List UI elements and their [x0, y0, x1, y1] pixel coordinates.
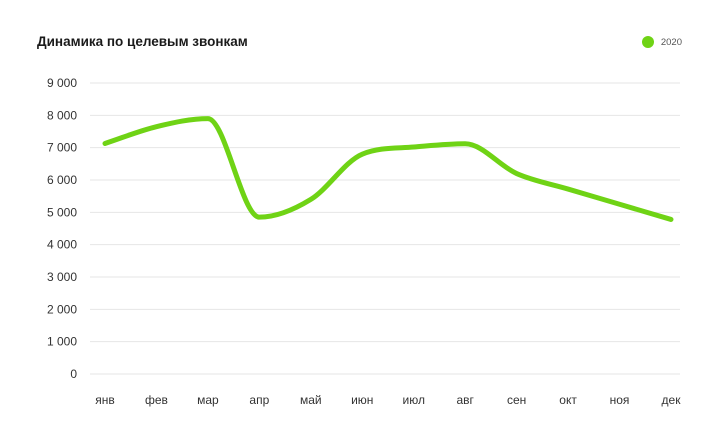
x-tick-label: июн [351, 393, 373, 407]
x-tick-label: авг [456, 393, 474, 407]
x-axis: янв фев мар апр май июн июл авг сен окт ноя дек [95, 393, 681, 407]
x-tick-label: янв [95, 393, 115, 407]
series-line-2020 [102, 116, 674, 222]
y-tick-label: 8 000 [47, 108, 77, 122]
legend-label: 2020 [660, 36, 682, 48]
legend-swatch [641, 36, 654, 48]
x-tick-label: май [300, 393, 322, 407]
y-tick-label: 2 000 [47, 302, 77, 316]
y-tick-label: 1 000 [47, 335, 77, 349]
grid [90, 82, 680, 375]
y-tick-label: 9 000 [47, 76, 77, 90]
y-tick-label: 3 000 [47, 270, 77, 284]
y-axis: 0 1 000 2 000 3 000 4 000 5 000 6 000 7 000 8 00… [47, 76, 77, 381]
series-group [102, 116, 674, 222]
legend: 2020 [641, 36, 682, 48]
x-tick-label: фев [145, 393, 168, 407]
x-tick-label: июл [403, 393, 425, 407]
x-tick-label: апр [249, 393, 269, 407]
x-tick-label: дек [662, 393, 682, 407]
y-tick-label: 6 000 [47, 173, 77, 187]
y-tick-label: 4 000 [47, 238, 77, 252]
chart-title: Динамика по целевым звонкам [37, 34, 248, 49]
x-tick-label: мар [197, 393, 219, 407]
y-tick-label: 7 000 [47, 141, 77, 155]
y-tick-label: 5 000 [47, 205, 77, 219]
x-tick-label: сен [507, 393, 526, 407]
x-tick-label: ноя [610, 393, 630, 407]
x-tick-label: окт [559, 393, 577, 407]
y-tick-label: 0 [70, 367, 77, 381]
